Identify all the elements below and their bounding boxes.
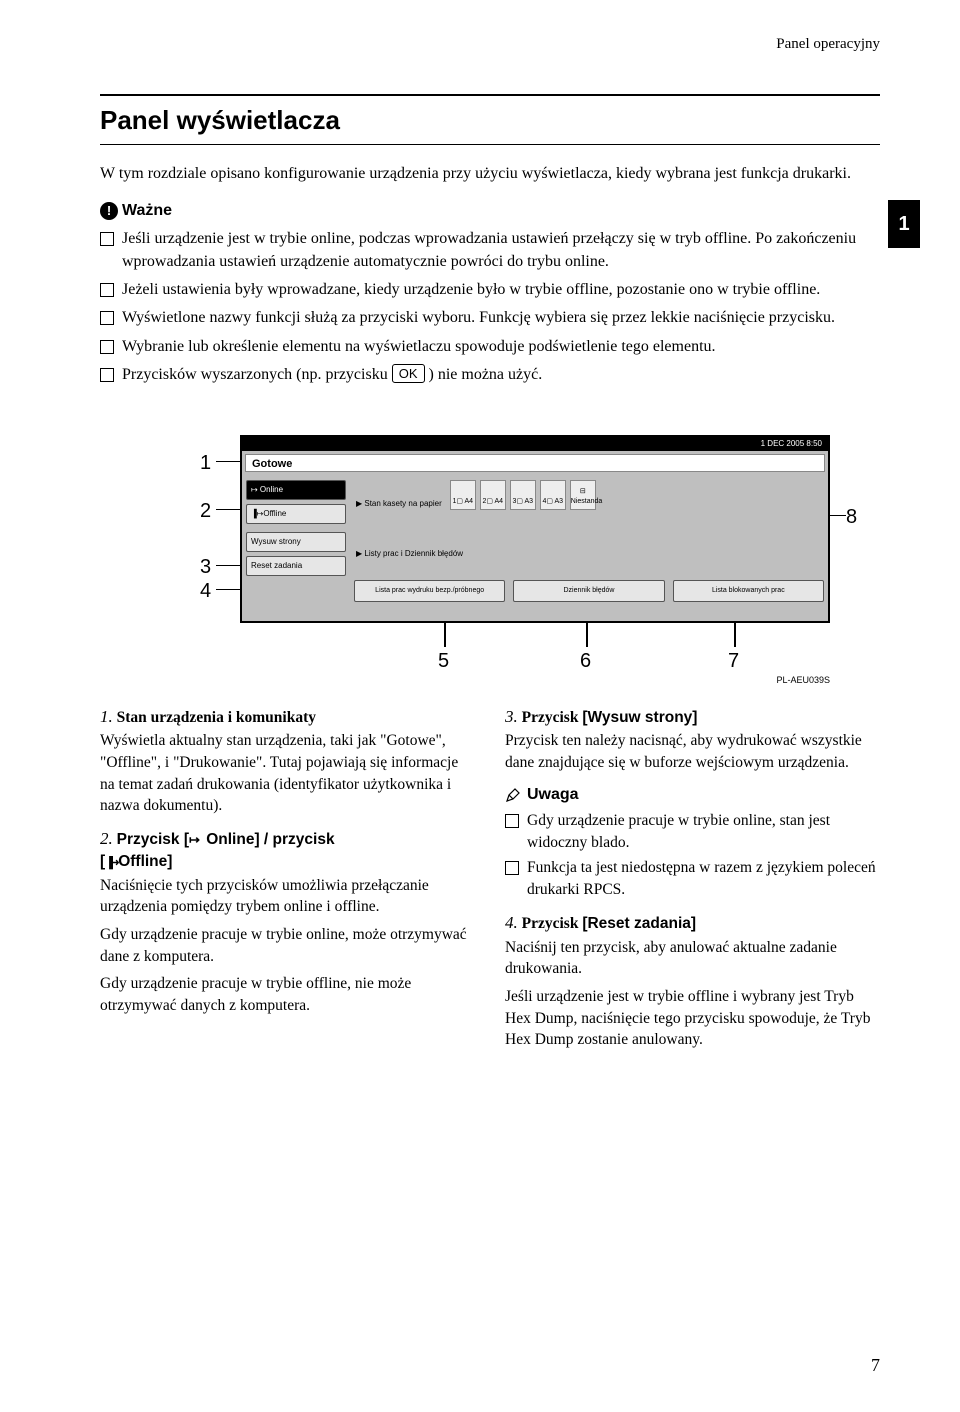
- item-4-body2: Jeśli urządzenie jest w trybie offline i…: [505, 986, 880, 1051]
- square-bullet-icon: [100, 368, 114, 382]
- list-item: Wyświetlone nazwy funkcji służą za przyc…: [100, 307, 880, 329]
- callout-1: 1: [200, 449, 211, 477]
- item-2-body3: Gdy urządzenie pracuje w trybie offline,…: [100, 973, 475, 1016]
- right-column: 3. Przycisk [Wysuw strony] Przycisk ten …: [505, 701, 880, 1052]
- print-list-button[interactable]: Lista prac wydruku bezp./próbnego: [354, 580, 505, 602]
- bullet-list: Jeśli urządzenie jest w trybie online, p…: [100, 228, 880, 386]
- reset-button[interactable]: Reset zadania: [246, 556, 346, 576]
- square-bullet-icon: [505, 814, 519, 828]
- square-bullet-icon: [100, 232, 114, 246]
- locked-jobs-button[interactable]: Lista blokowanych prac: [673, 580, 824, 602]
- item-4-body: Naciśnij ten przycisk, aby anulować aktu…: [505, 937, 880, 980]
- online-button[interactable]: ↦ Online: [246, 480, 346, 500]
- square-bullet-icon: [100, 340, 114, 354]
- tray-icon: 4▢ A3: [540, 480, 566, 510]
- screen-status: Gotowe: [245, 454, 825, 472]
- item-2-heading-line2: [Offline]: [100, 851, 475, 873]
- important-heading: ! Ważne: [100, 200, 880, 222]
- square-bullet-icon: [505, 861, 519, 875]
- screen-date: 1 DEC 2005 8:50: [242, 437, 828, 451]
- chapter-tab: 1: [888, 200, 920, 248]
- item-2-heading: 2. Przycisk [ Online] / przycisk: [100, 827, 475, 851]
- tray-icon: 2▢ A4: [480, 480, 506, 510]
- item-3-heading: 3. Przycisk [Wysuw strony]: [505, 705, 880, 729]
- callout-6: 6: [580, 647, 591, 675]
- left-column: 1. Stan urządzenia i komunikaty Wyświetl…: [100, 701, 475, 1052]
- important-label: Ważne: [122, 200, 172, 222]
- callout-7: 7: [728, 647, 739, 675]
- list-item: Jeśli urządzenie jest w trybie online, p…: [100, 228, 880, 273]
- note-heading: Uwaga: [505, 784, 880, 806]
- note-item: Funkcja ta jest niedostępna w razem z ję…: [505, 857, 880, 900]
- note-item: Gdy urządzenie pracuje w trybie online, …: [505, 810, 880, 853]
- callout-8: 8: [846, 503, 857, 531]
- callout-4: 4: [200, 577, 211, 605]
- ok-button-icon: OK: [392, 364, 425, 383]
- callout-5: 5: [438, 647, 449, 675]
- square-bullet-icon: [100, 311, 114, 325]
- item-2-body2: Gdy urządzenie pracuje w trybie online, …: [100, 924, 475, 967]
- item-1-body: Wyświetla aktualny stan urządzenia, taki…: [100, 730, 475, 817]
- list-item: Przycisków wyszarzonych (np. przycisku O…: [100, 364, 880, 386]
- tray-icon: 1▢ A4: [450, 480, 476, 510]
- intro-paragraph: W tym rozdziale opisano konfigurowanie u…: [100, 163, 880, 185]
- item-3-body: Przycisk ten należy nacisnąć, aby wydruk…: [505, 730, 880, 773]
- formfeed-button[interactable]: Wysuw strony: [246, 532, 346, 552]
- offline-button[interactable]: ▐↦Offline: [246, 504, 346, 524]
- important-icon: !: [100, 202, 118, 220]
- tray-icon: ⊟ Niestanda: [570, 480, 596, 510]
- error-log-button[interactable]: Dziennik błędów: [513, 580, 664, 602]
- item-1-heading: 1. Stan urządzenia i komunikaty: [100, 705, 475, 729]
- panel-diagram: 1 DEC 2005 8:50 Gotowe ↦ Online ▐↦Offlin…: [100, 417, 880, 687]
- figure-reference: PL-AEU039S: [776, 674, 830, 687]
- list-item: Jeżeli ustawienia były wprowadzane, kied…: [100, 279, 880, 301]
- page-number: 7: [871, 1353, 880, 1378]
- square-bullet-icon: [100, 283, 114, 297]
- item-4-heading: 4. Przycisk [Reset zadania]: [505, 911, 880, 935]
- screen-mock: 1 DEC 2005 8:50 Gotowe ↦ Online ▐↦Offlin…: [240, 435, 830, 623]
- note-icon: [505, 787, 521, 803]
- joblist-label: ▶ Listy prac i Dziennik błędów: [356, 548, 824, 559]
- paper-status-label: ▶ Stan kasety na papier: [356, 498, 442, 509]
- running-header: Panel operacyjny: [776, 34, 880, 55]
- callout-2: 2: [200, 497, 211, 525]
- tray-icon: 3▢ A3: [510, 480, 536, 510]
- page-title: Panel wyświetlacza: [100, 94, 880, 145]
- list-item: Wybranie lub określenie elementu na wyśw…: [100, 336, 880, 358]
- item-2-body: Naciśnięcie tych przycisków umożliwia pr…: [100, 875, 475, 918]
